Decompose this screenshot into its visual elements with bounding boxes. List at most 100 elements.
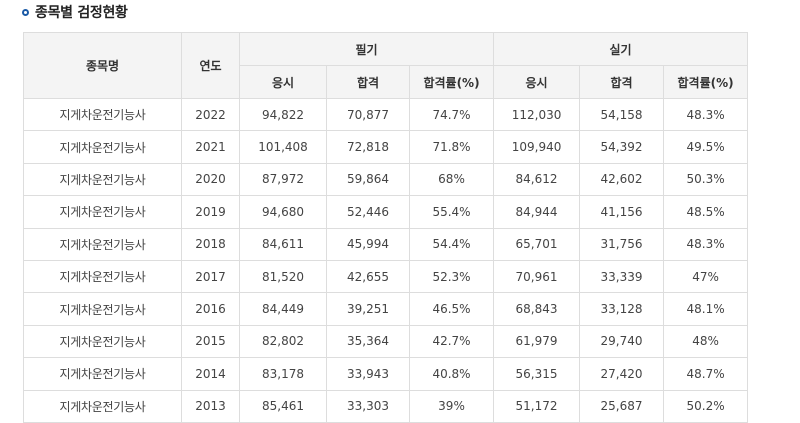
cell-name: 지게차운전기능사 bbox=[23, 195, 182, 229]
cell-written-rate: 68% bbox=[408, 162, 495, 197]
circle-bullet-icon bbox=[22, 8, 29, 16]
cell-year: 2014 bbox=[181, 357, 240, 391]
cell-name: 지게차운전기능사 bbox=[23, 389, 182, 423]
cell-written-rate: 39% bbox=[408, 389, 495, 423]
cell-practical-passed: 33,128 bbox=[579, 292, 665, 326]
header-year: 연도 bbox=[181, 32, 240, 99]
cell-written-passed: 39,251 bbox=[326, 292, 410, 326]
cell-practical-passed: 42,602 bbox=[579, 162, 665, 197]
cell-practical-applied: 84,612 bbox=[493, 162, 581, 197]
cell-practical-passed: 29,740 bbox=[579, 324, 665, 359]
cell-written-passed: 52,446 bbox=[326, 195, 410, 229]
cell-year: 2019 bbox=[181, 195, 240, 229]
header-name: 종목명 bbox=[23, 32, 182, 99]
cell-practical-rate: 50.2% bbox=[663, 389, 749, 423]
cell-name: 지게차운전기능사 bbox=[23, 324, 182, 359]
cell-practical-applied: 65,701 bbox=[493, 227, 581, 261]
cell-written-applied: 83,178 bbox=[239, 357, 327, 391]
cell-written-applied: 84,449 bbox=[239, 292, 327, 326]
cell-written-rate: 55.4% bbox=[408, 195, 495, 229]
cell-name: 지게차운전기능사 bbox=[23, 259, 182, 294]
cell-written-passed: 45,994 bbox=[326, 227, 410, 261]
cell-year: 2018 bbox=[181, 227, 240, 261]
cell-written-rate: 42.7% bbox=[408, 324, 495, 359]
cell-written-passed: 35,364 bbox=[326, 324, 410, 359]
cell-written-rate: 74.7% bbox=[408, 97, 495, 132]
cell-written-applied: 82,802 bbox=[239, 324, 327, 359]
table-row: 지게차운전기능사 2017 81,520 42,655 52.3% 70,961 33,33… bbox=[23, 259, 749, 294]
cell-practical-rate: 48% bbox=[663, 324, 749, 359]
cell-year: 2022 bbox=[181, 97, 240, 132]
cell-practical-passed: 25,687 bbox=[579, 389, 665, 423]
cell-practical-applied: 84,944 bbox=[493, 195, 581, 229]
table-row: 지게차운전기능사 2018 84,611 45,994 54.4% 65,701 31,75… bbox=[23, 227, 749, 261]
cell-practical-rate: 48.7% bbox=[663, 357, 749, 391]
cell-practical-passed: 33,339 bbox=[579, 259, 665, 294]
cell-practical-rate: 48.3% bbox=[663, 97, 749, 132]
table-row: 지게차운전기능사 2020 87,972 59,864 68% 84,612 42,602 5… bbox=[23, 162, 749, 197]
cell-written-passed: 70,877 bbox=[326, 97, 410, 132]
cell-practical-applied: 112,030 bbox=[493, 97, 581, 132]
header-practical-applied: 응시 bbox=[493, 65, 581, 99]
cell-practical-rate: 48.1% bbox=[663, 292, 749, 326]
header-practical-rate: 합격률(%) bbox=[663, 65, 749, 99]
cell-name: 지게차운전기능사 bbox=[23, 97, 182, 132]
cell-practical-rate: 48.3% bbox=[663, 227, 749, 261]
cell-written-applied: 94,680 bbox=[239, 195, 327, 229]
cell-practical-applied: 56,315 bbox=[493, 357, 581, 391]
cell-year: 2013 bbox=[181, 389, 240, 423]
cell-year: 2015 bbox=[181, 324, 240, 359]
section-title: 종목별 검정현황 bbox=[35, 5, 128, 21]
header-written-applied: 응시 bbox=[239, 65, 327, 99]
table-row: 지게차운전기능사 2016 84,449 39,251 46.5% 68,843 33,12… bbox=[23, 292, 749, 326]
cell-practical-applied: 61,979 bbox=[493, 324, 581, 359]
cell-year: 2017 bbox=[181, 259, 240, 294]
cell-written-passed: 42,655 bbox=[326, 259, 410, 294]
cell-practical-passed: 27,420 bbox=[579, 357, 665, 391]
header-written-passed: 합격 bbox=[326, 65, 410, 99]
cell-written-passed: 72,818 bbox=[326, 130, 410, 164]
cell-practical-passed: 54,392 bbox=[579, 130, 665, 164]
header-written-rate: 합격률(%) bbox=[408, 65, 495, 99]
cell-written-applied: 101,408 bbox=[239, 130, 327, 164]
cell-written-applied: 81,520 bbox=[239, 259, 327, 294]
cell-written-rate: 54.4% bbox=[408, 227, 495, 261]
table-row: 지게차운전기능사 2014 83,178 33,943 40.8% 56,315 27,42… bbox=[23, 357, 749, 391]
cell-written-applied: 84,611 bbox=[239, 227, 327, 261]
cell-written-passed: 33,943 bbox=[326, 357, 410, 391]
cell-name: 지게차운전기능사 bbox=[23, 357, 182, 391]
cell-written-rate: 52.3% bbox=[408, 259, 495, 294]
cell-written-applied: 85,461 bbox=[239, 389, 327, 423]
cell-practical-passed: 54,158 bbox=[579, 97, 665, 132]
cell-practical-rate: 47% bbox=[663, 259, 749, 294]
cell-year: 2021 bbox=[181, 130, 240, 164]
header-written: 필기 bbox=[238, 32, 495, 66]
cell-written-passed: 59,864 bbox=[326, 162, 410, 197]
table-body: 지게차운전기능사 2022 94,822 70,877 74.7% 112,030 54,1… bbox=[23, 97, 749, 423]
cell-year: 2016 bbox=[181, 292, 240, 326]
cell-written-applied: 94,822 bbox=[239, 97, 327, 132]
cell-written-rate: 40.8% bbox=[408, 357, 495, 391]
exam-stats-table: 종목명 연도 필기 실기 응시 합격 합격률(%) 응시 합격 합격률(%) 지… bbox=[23, 32, 749, 423]
cell-practical-applied: 51,172 bbox=[493, 389, 581, 423]
table-row: 지게차운전기능사 2021 101,408 72,818 71.8% 109,940 54,… bbox=[23, 130, 749, 164]
cell-practical-applied: 68,843 bbox=[493, 292, 581, 326]
cell-year: 2020 bbox=[181, 162, 240, 197]
cell-written-rate: 46.5% bbox=[408, 292, 495, 326]
table-row: 지게차운전기능사 2022 94,822 70,877 74.7% 112,030 54,1… bbox=[23, 97, 749, 132]
cell-written-rate: 71.8% bbox=[408, 130, 495, 164]
section-header: 종목별 검정현황 bbox=[22, 0, 128, 24]
table-row: 지게차운전기능사 2019 94,680 52,446 55.4% 84,944 41,15… bbox=[23, 195, 749, 229]
header-practical: 실기 bbox=[493, 32, 749, 66]
cell-name: 지게차운전기능사 bbox=[23, 162, 182, 197]
cell-name: 지게차운전기능사 bbox=[23, 130, 182, 164]
table-row: 지게차운전기능사 2013 85,461 33,303 39% 51,172 25,687 5… bbox=[23, 389, 749, 423]
cell-name: 지게차운전기능사 bbox=[23, 292, 182, 326]
header-practical-passed: 합격 bbox=[579, 65, 665, 99]
cell-practical-applied: 109,940 bbox=[493, 130, 581, 164]
cell-written-passed: 33,303 bbox=[326, 389, 410, 423]
cell-practical-rate: 50.3% bbox=[663, 162, 749, 197]
cell-written-applied: 87,972 bbox=[239, 162, 327, 197]
cell-practical-rate: 48.5% bbox=[663, 195, 749, 229]
cell-practical-applied: 70,961 bbox=[493, 259, 581, 294]
